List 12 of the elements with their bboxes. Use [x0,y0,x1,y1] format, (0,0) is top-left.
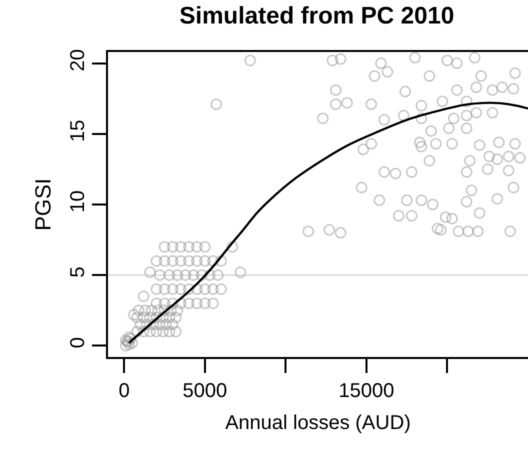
line-series [128,102,528,344]
y-tick-label: 10 [67,190,89,213]
y-tick-label: 20 [67,49,89,72]
chart-title: Simulated from PC 2010 [179,2,454,30]
y-axis-title: PGSI [30,178,56,231]
x-tick-label: 15000 [338,380,394,402]
x-tick-label: 0 [118,380,130,402]
y-tick-label: 5 [67,266,89,278]
x-axis-title: Annual losses (AUD) [225,412,411,434]
y-tick-label: 0 [67,337,89,348]
y-tick-label: 15 [67,120,89,142]
x-tick-label: 5000 [182,380,228,402]
